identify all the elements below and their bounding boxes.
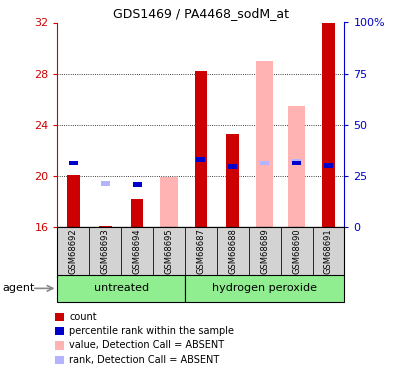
- Bar: [255, 61, 273, 227]
- Text: GSM68692: GSM68692: [69, 228, 78, 274]
- Text: GSM68690: GSM68690: [291, 228, 300, 274]
- Bar: [196, 157, 205, 162]
- Text: GSM68689: GSM68689: [260, 228, 269, 274]
- Bar: [160, 177, 178, 227]
- Text: hydrogen peroxide: hydrogen peroxide: [212, 284, 317, 293]
- Bar: [312, 227, 344, 276]
- Bar: [226, 134, 238, 227]
- Bar: [153, 227, 184, 276]
- Bar: [130, 199, 143, 227]
- Bar: [216, 227, 248, 276]
- Text: value, Detection Call = ABSENT: value, Detection Call = ABSENT: [69, 340, 224, 350]
- Bar: [184, 227, 216, 276]
- Bar: [99, 226, 111, 227]
- Bar: [69, 160, 78, 165]
- Text: GSM68691: GSM68691: [323, 228, 332, 274]
- Bar: [260, 160, 268, 165]
- Bar: [89, 227, 121, 276]
- Bar: [287, 105, 305, 227]
- Bar: [121, 227, 153, 276]
- Title: GDS1469 / PA4468_sodM_at: GDS1469 / PA4468_sodM_at: [112, 7, 288, 20]
- Bar: [57, 275, 184, 302]
- Text: count: count: [69, 312, 97, 322]
- Bar: [67, 174, 79, 227]
- Text: GSM68694: GSM68694: [132, 228, 141, 274]
- Text: percentile rank within the sample: percentile rank within the sample: [69, 326, 234, 336]
- Text: agent: agent: [2, 283, 34, 293]
- Bar: [184, 275, 344, 302]
- Text: rank, Detection Call = ABSENT: rank, Detection Call = ABSENT: [69, 355, 219, 364]
- Text: GSM68693: GSM68693: [101, 228, 110, 274]
- Bar: [291, 159, 300, 164]
- Bar: [228, 164, 237, 169]
- Bar: [321, 22, 334, 227]
- Bar: [323, 163, 332, 168]
- Bar: [133, 182, 141, 187]
- Bar: [280, 227, 312, 276]
- Bar: [291, 160, 300, 165]
- Text: GSM68695: GSM68695: [164, 228, 173, 274]
- Text: GSM68688: GSM68688: [228, 228, 237, 274]
- Text: untreated: untreated: [93, 284, 148, 293]
- Bar: [101, 181, 110, 186]
- Bar: [248, 227, 280, 276]
- Bar: [57, 227, 89, 276]
- Text: GSM68687: GSM68687: [196, 228, 205, 274]
- Bar: [194, 71, 207, 227]
